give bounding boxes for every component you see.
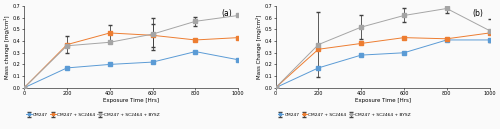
Legend: CM247, CM247 + SC2464, CM247 + SC2464 + BYSZ: CM247, CM247 + SC2464, CM247 + SC2464 + … xyxy=(26,113,160,117)
Y-axis label: Mass Change [mg/cm²]: Mass Change [mg/cm²] xyxy=(256,15,262,79)
Text: (a): (a) xyxy=(221,9,232,18)
X-axis label: Exposure Time [Hrs]: Exposure Time [Hrs] xyxy=(103,98,159,103)
Legend: CM247, CM247 + SC2464, CM247 + SC2464 + BYSZ: CM247, CM247 + SC2464, CM247 + SC2464 + … xyxy=(278,113,411,117)
Y-axis label: Mass change [mg/cm²]: Mass change [mg/cm²] xyxy=(4,15,10,79)
Text: (b): (b) xyxy=(472,9,483,18)
X-axis label: Exposure Time [Hrs]: Exposure Time [Hrs] xyxy=(354,98,410,103)
